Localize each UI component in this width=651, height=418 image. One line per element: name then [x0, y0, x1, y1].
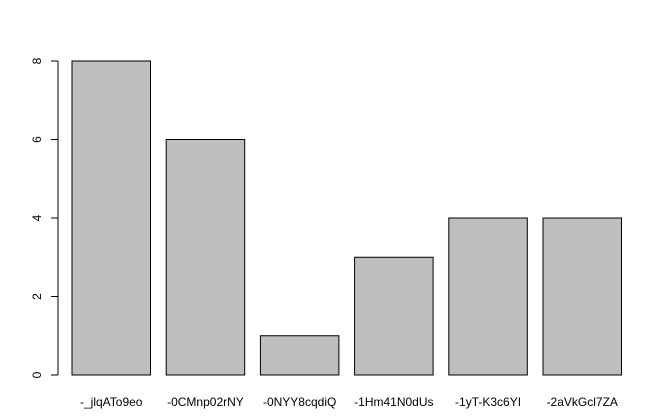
bar [354, 256, 434, 376]
x-tick-label: -_jlqATo9eo [80, 395, 143, 409]
x-tick-label: -1yT-K3c6YI [455, 395, 521, 409]
y-tick-label: 4 [30, 214, 44, 221]
bar [448, 217, 528, 376]
bar [542, 217, 622, 376]
x-tick-label: -0NYY8cqdiQ [263, 395, 336, 409]
y-tick-label: 0 [30, 371, 44, 378]
y-tick-label: 2 [30, 293, 44, 300]
x-tick-label: -1Hm41N0dUs [354, 395, 433, 409]
bar [165, 139, 246, 376]
bar [71, 60, 151, 376]
bar [259, 335, 340, 376]
y-tick-label: 8 [30, 57, 44, 64]
x-tick-label: -0CMnp02rNY [167, 395, 244, 409]
y-tick-label: 6 [30, 136, 44, 143]
x-tick-label: -2aVkGcl7ZA [547, 395, 618, 409]
